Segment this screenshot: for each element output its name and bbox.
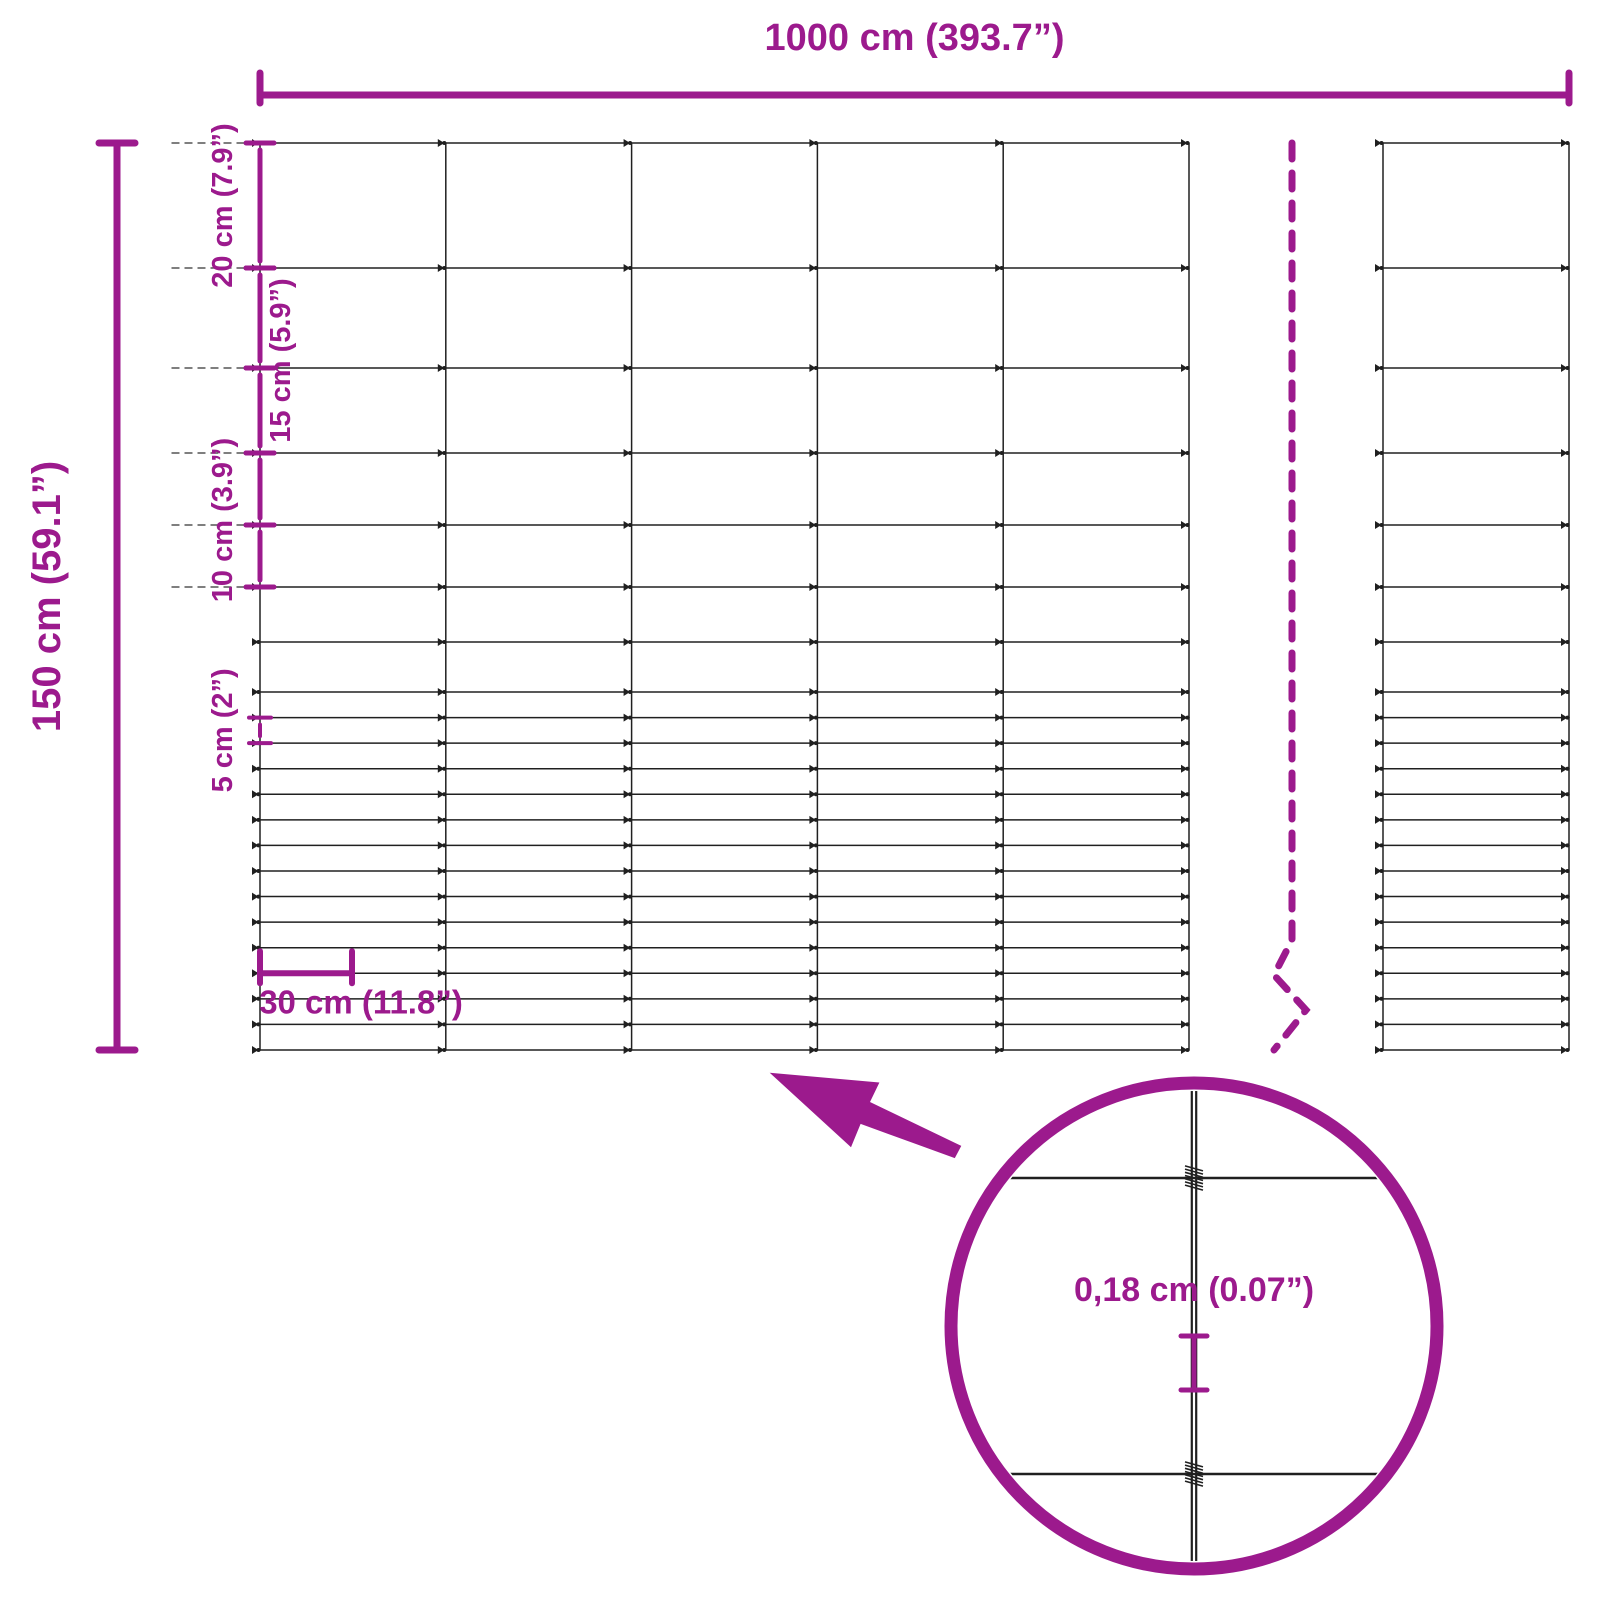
- svg-text:5 cm (2”): 5 cm (2”): [207, 668, 239, 792]
- svg-text:15 cm (5.9”): 15 cm (5.9”): [265, 278, 297, 442]
- svg-text:150 cm (59.1”): 150 cm (59.1”): [25, 461, 69, 732]
- svg-text:0,18 cm (0.07”): 0,18 cm (0.07”): [1074, 1271, 1314, 1309]
- svg-text:1000 cm (393.7”): 1000 cm (393.7”): [765, 17, 1065, 59]
- svg-text:20 cm (7.9”): 20 cm (7.9”): [207, 123, 239, 287]
- svg-text:30 cm (11.8”): 30 cm (11.8”): [259, 983, 463, 1020]
- svg-text:10 cm (3.9”): 10 cm (3.9”): [207, 438, 239, 602]
